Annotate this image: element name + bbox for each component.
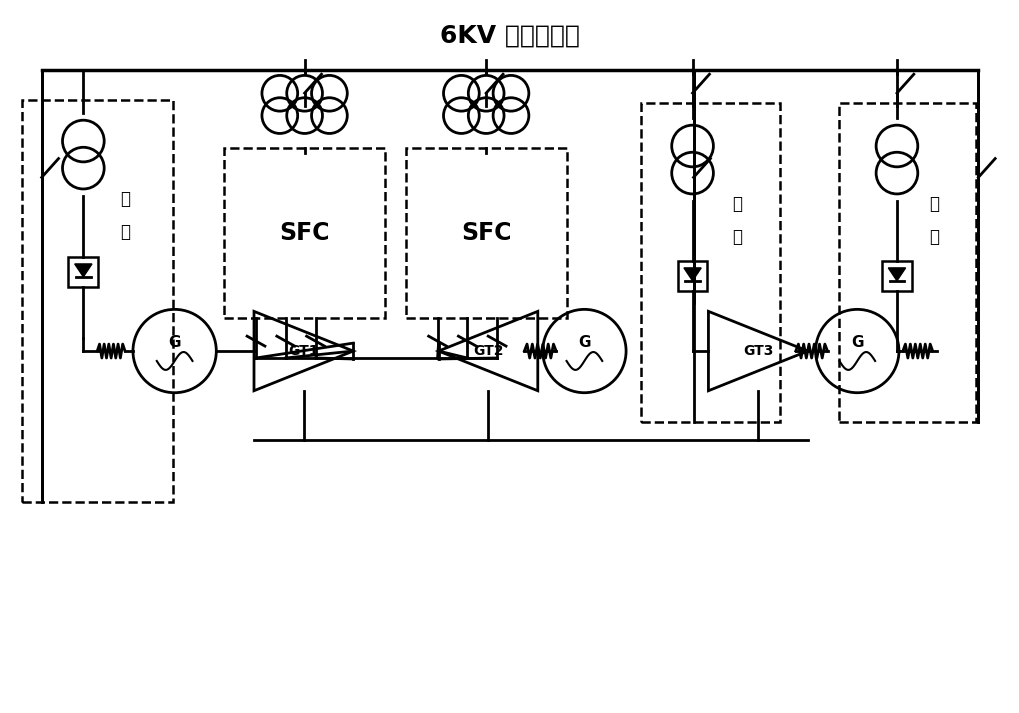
- Bar: [224, 148, 385, 318]
- Polygon shape: [889, 268, 906, 281]
- Text: G: G: [578, 334, 591, 349]
- Text: G: G: [168, 334, 181, 349]
- Bar: [68, 257, 98, 287]
- Text: SFC: SFC: [461, 221, 512, 245]
- Text: G: G: [851, 334, 863, 349]
- Bar: [406, 148, 567, 318]
- Text: GT2: GT2: [473, 344, 503, 358]
- Bar: [840, 103, 976, 423]
- Text: SFC: SFC: [279, 221, 330, 245]
- Bar: [641, 103, 780, 423]
- Bar: [882, 261, 912, 290]
- Text: GT1: GT1: [288, 344, 319, 358]
- Text: GT3: GT3: [743, 344, 773, 358]
- Text: 6KV 厂用电母线: 6KV 厂用电母线: [440, 24, 580, 48]
- Polygon shape: [684, 268, 701, 281]
- Text: 磁: 磁: [929, 228, 940, 246]
- Bar: [21, 100, 172, 502]
- Text: 磁: 磁: [120, 223, 130, 241]
- Text: 磁: 磁: [733, 228, 742, 246]
- Bar: [678, 261, 707, 290]
- Polygon shape: [74, 264, 92, 277]
- Text: 励: 励: [929, 195, 940, 213]
- Text: 励: 励: [733, 195, 742, 213]
- Text: 励: 励: [120, 190, 130, 208]
